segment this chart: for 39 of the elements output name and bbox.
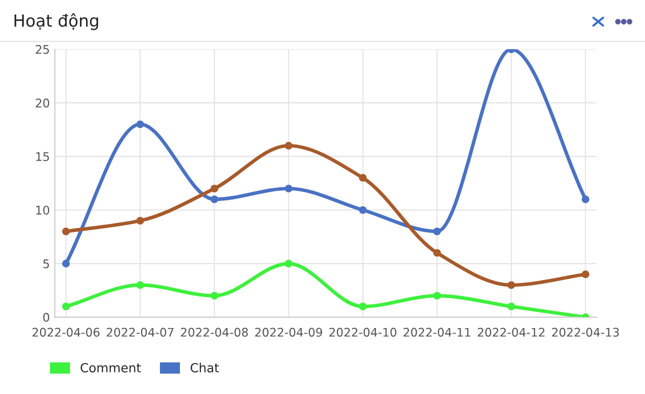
point xyxy=(136,281,144,289)
point xyxy=(359,174,367,182)
point xyxy=(359,206,367,214)
point xyxy=(284,184,292,192)
point xyxy=(433,249,441,257)
point xyxy=(210,195,218,204)
y-tick-label: 15 xyxy=(36,152,49,162)
point xyxy=(284,142,292,150)
x-tick-label: 2022-04-13 xyxy=(552,328,619,337)
x-tick-label: 2022-04-12 xyxy=(478,328,544,337)
point xyxy=(62,260,70,268)
point xyxy=(136,216,144,225)
x-tick-label: 2022-04-06 xyxy=(32,328,100,337)
x-tick-label: 2022-04-08 xyxy=(180,328,248,337)
x-tick-label: 2022-04-11 xyxy=(404,328,470,337)
point xyxy=(507,302,516,310)
x-tick-label: 2022-04-09 xyxy=(255,328,322,337)
point xyxy=(210,184,218,192)
point xyxy=(210,292,218,300)
y-tick-label: 5 xyxy=(43,259,49,268)
point xyxy=(284,260,292,268)
point xyxy=(62,302,70,310)
x-tick-label: 2022-04-07 xyxy=(106,328,174,337)
point xyxy=(433,228,441,236)
point xyxy=(582,195,590,204)
y-tick-label: 10 xyxy=(36,206,50,215)
y-tick-label: 25 xyxy=(36,44,49,54)
point xyxy=(359,302,367,310)
point xyxy=(582,270,590,278)
y-tick-label: 20 xyxy=(36,98,50,108)
point xyxy=(136,120,144,128)
y-tick-label: 0 xyxy=(43,312,50,322)
point xyxy=(62,228,70,236)
x-tick-label: 2022-04-10 xyxy=(329,328,396,337)
legend-label: Comment xyxy=(80,362,141,372)
chart-title: Hoạt động xyxy=(14,13,98,30)
point xyxy=(433,292,441,300)
legend-label: Chat xyxy=(190,362,219,372)
point xyxy=(507,281,516,289)
